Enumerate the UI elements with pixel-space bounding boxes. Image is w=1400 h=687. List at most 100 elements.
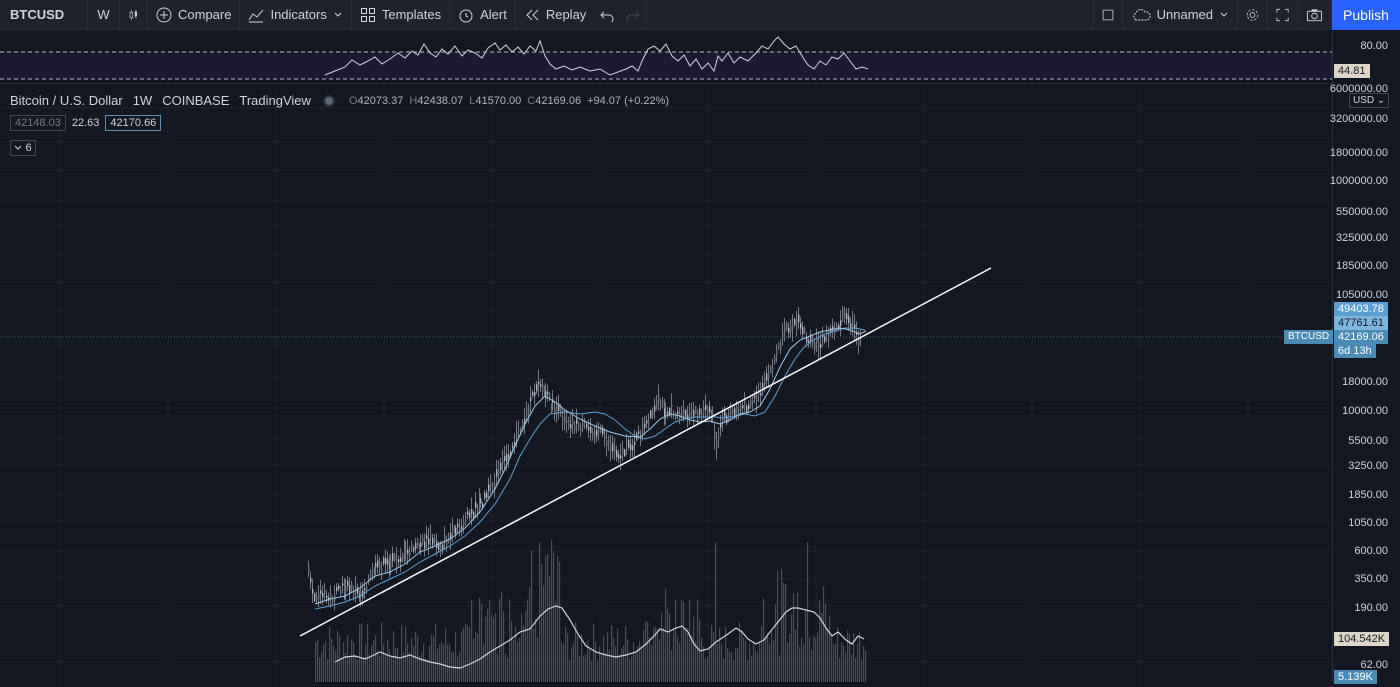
chart-legend: Bitcoin / U.S. Dollar 1W COINBASE Tradin… [10, 93, 669, 108]
volume-bar [481, 603, 483, 682]
volume-bar [695, 641, 697, 682]
volume-bar [779, 655, 781, 682]
select-layout-button[interactable] [1092, 0, 1123, 30]
volume-bar [323, 644, 325, 682]
candle-body [800, 323, 802, 329]
volume-bar [733, 659, 735, 682]
candle-body [556, 405, 558, 414]
volume-bar [795, 629, 797, 682]
symbol-search[interactable]: BTCUSD [0, 0, 88, 30]
candle-body [722, 418, 724, 421]
candle-body [344, 585, 346, 593]
volume-bar [761, 626, 763, 682]
cloud-icon [1133, 8, 1151, 20]
interval-button[interactable]: W [88, 0, 120, 30]
candle-body [434, 538, 436, 542]
candle-body [850, 323, 852, 329]
templates-button[interactable]: Templates [352, 0, 451, 30]
candle-body [628, 439, 630, 448]
fullscreen-button[interactable] [1268, 0, 1298, 30]
candle-body [584, 421, 586, 425]
candle-body [336, 587, 338, 591]
candle-body [798, 314, 800, 322]
settings-button[interactable] [1238, 0, 1268, 30]
candle-body [383, 558, 385, 564]
volume-bar [689, 599, 691, 682]
candle-body [830, 327, 832, 333]
volume-bar [685, 627, 687, 682]
volume-bar [765, 636, 767, 682]
compare-button[interactable]: Compare [148, 0, 241, 30]
volume-bar [533, 628, 535, 682]
currency-select[interactable]: USD ⌄ [1349, 93, 1390, 108]
volume-bar [473, 638, 475, 682]
indicators-button[interactable]: Indicators [240, 0, 352, 30]
volume-bar [383, 644, 385, 682]
volume-bar [487, 608, 489, 682]
top-toolbar: BTCUSD W Compare Indicators Templates Al [0, 0, 1400, 30]
high-value: 42438.07 [417, 94, 464, 107]
volume-bar [361, 623, 363, 682]
replay-button[interactable]: Replay [516, 0, 594, 30]
volume-bar [783, 583, 785, 682]
trend-line[interactable] [299, 267, 992, 637]
candle-body [324, 589, 326, 594]
volume-bar [745, 640, 747, 682]
candle-body [614, 445, 616, 453]
main-chart[interactable] [0, 84, 1332, 682]
candle-body [828, 333, 830, 342]
indicators-collapse-button[interactable]: 6 [10, 140, 36, 156]
volume-bar [641, 647, 643, 682]
price-axis[interactable]: 80.00 44.81 6000000.00 3200000.00 1800000.… [1329, 31, 1400, 684]
candle-body [816, 337, 818, 343]
volume-bar [759, 641, 761, 682]
low-label: L [469, 94, 476, 107]
volume-bar [365, 644, 367, 682]
candle-body [612, 443, 614, 452]
rsi-pane[interactable] [0, 31, 1332, 84]
volume-bar [555, 602, 557, 682]
volume-bar [627, 639, 629, 682]
candle-body [463, 522, 465, 526]
volume-bar [577, 635, 579, 682]
candle-body [840, 320, 842, 326]
price-tick: 3200000.00 [1329, 113, 1388, 125]
volume-bar [787, 642, 789, 682]
volume-bar [449, 644, 451, 682]
undo-icon [600, 11, 614, 22]
rsi-tick-top: 80.00 [1360, 40, 1388, 52]
volume-bar [633, 642, 635, 682]
candle-body [351, 583, 353, 590]
volume-bar [321, 652, 323, 682]
candle-body [330, 593, 332, 600]
gear-icon [1246, 8, 1259, 21]
volume-ma-line [334, 605, 865, 669]
layout-name-button[interactable]: Unnamed [1123, 0, 1238, 30]
volume-bar [419, 656, 421, 682]
candle-body [732, 409, 734, 414]
candle-body [626, 443, 628, 446]
publish-button[interactable]: Publish [1332, 0, 1400, 30]
candle-body [492, 483, 494, 491]
candle-body [326, 595, 328, 598]
snapshot-button[interactable] [1298, 0, 1332, 30]
candle-body [332, 599, 334, 603]
candle-body [742, 405, 744, 409]
undo-button[interactable] [594, 0, 620, 30]
candle-body [440, 546, 442, 552]
chart-type-button[interactable] [120, 0, 148, 30]
candle-body [424, 541, 426, 549]
redo-icon [626, 11, 641, 22]
candle-body [475, 501, 477, 508]
volume-bar [327, 658, 329, 682]
volume-bar [793, 593, 795, 682]
volume-bar [643, 629, 645, 682]
candle-body [650, 410, 652, 419]
alert-button[interactable]: Alert [450, 0, 516, 30]
redo-button[interactable] [620, 0, 648, 30]
collapsed-count: 6 [25, 142, 32, 154]
candle-body [404, 547, 406, 554]
volume-bar [835, 643, 837, 682]
price-tick: 5500.00 [1348, 435, 1388, 447]
candles [308, 305, 862, 611]
